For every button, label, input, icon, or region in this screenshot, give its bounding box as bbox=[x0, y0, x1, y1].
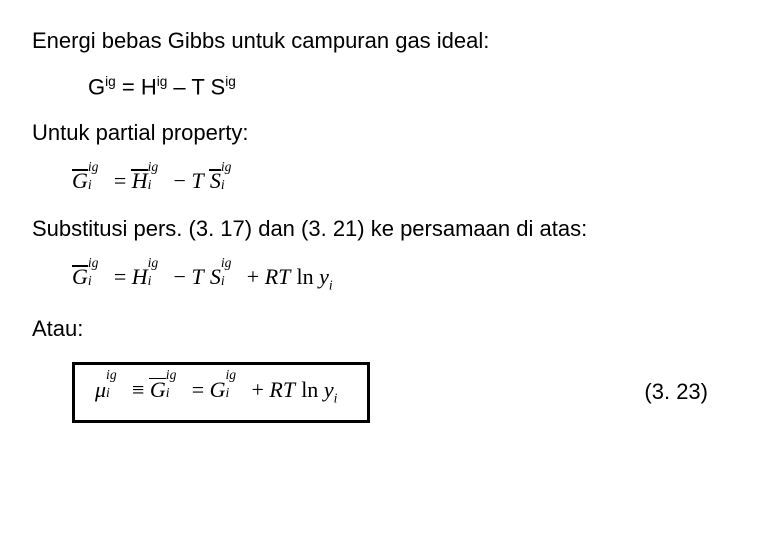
var-H: H bbox=[132, 264, 148, 289]
boxed-equation: μigi ≡ Gigi = Gigi + RT ln yi bbox=[72, 362, 370, 423]
var-y: y bbox=[319, 264, 329, 289]
sup-ig: ig bbox=[105, 74, 116, 89]
op-plus: + bbox=[251, 377, 269, 402]
eq-partial: Gigi = Higi − T Sigi bbox=[72, 166, 748, 194]
var-mu: μ bbox=[95, 377, 106, 402]
subst-text: Substitusi pers. (3. 17) dan (3. 21) ke … bbox=[32, 216, 587, 241]
eq-subst: Gigi = Higi − T Sigi + RT ln yi bbox=[72, 262, 748, 293]
sub-i: i bbox=[329, 278, 333, 293]
subst-label: Substitusi pers. (3. 17) dan (3. 21) ke … bbox=[32, 216, 748, 242]
eq-base: Gig = Hig – T Sig bbox=[32, 74, 748, 100]
sub-i: i bbox=[88, 273, 92, 289]
eqnum-text: (3. 23) bbox=[644, 379, 708, 404]
var-R: R bbox=[265, 264, 278, 289]
var-T: T bbox=[191, 168, 203, 193]
slide-content: Energi bebas Gibbs untuk campuran gas id… bbox=[0, 0, 780, 451]
sup-ig: ig bbox=[226, 367, 237, 383]
op-eq: = bbox=[114, 168, 132, 193]
op-eq: = bbox=[192, 377, 210, 402]
atau-text: Atau: bbox=[32, 316, 83, 341]
sup-ig: ig bbox=[157, 74, 168, 89]
title-text: Energi bebas Gibbs untuk campuran gas id… bbox=[32, 28, 489, 53]
sup-ig: ig bbox=[106, 367, 117, 383]
var-T: T bbox=[278, 264, 290, 289]
fn-ln: ln bbox=[297, 264, 320, 289]
var-S: S bbox=[210, 264, 221, 289]
sup-ig: ig bbox=[88, 255, 99, 271]
title-line: Energi bebas Gibbs untuk campuran gas id… bbox=[32, 28, 748, 54]
sup-ig: ig bbox=[88, 159, 99, 175]
sub-i: i bbox=[88, 177, 92, 193]
fn-ln: ln bbox=[301, 377, 324, 402]
var-y: y bbox=[324, 377, 334, 402]
var-H: H bbox=[141, 74, 157, 99]
op-plus: + bbox=[247, 264, 265, 289]
var-G: G bbox=[88, 74, 105, 99]
atau-label: Atau: bbox=[32, 316, 748, 342]
var-Hbar: H bbox=[132, 168, 148, 193]
var-T: T bbox=[283, 377, 295, 402]
sup-ig: ig bbox=[221, 159, 232, 175]
sub-i: i bbox=[148, 273, 152, 289]
sub-i: i bbox=[221, 177, 225, 193]
partial-label: Untuk partial property: bbox=[32, 120, 748, 146]
sub-i: i bbox=[106, 385, 110, 401]
var-S: S bbox=[211, 74, 226, 99]
var-Gbar: G bbox=[150, 377, 166, 402]
sub-i: i bbox=[334, 390, 338, 405]
partial-text: Untuk partial property: bbox=[32, 120, 248, 145]
var-Sbar: S bbox=[210, 168, 221, 193]
final-row: μigi ≡ Gigi = Gigi + RT ln yi (3. 23) bbox=[32, 362, 748, 423]
equation-number: (3. 23) bbox=[644, 379, 708, 405]
sup-ig: ig bbox=[221, 255, 232, 271]
var-T: T bbox=[191, 264, 203, 289]
op-eq: = bbox=[116, 74, 141, 99]
sup-ig: ig bbox=[225, 74, 236, 89]
sub-i: i bbox=[148, 177, 152, 193]
var-G: G bbox=[210, 377, 226, 402]
op-minus: – bbox=[167, 74, 191, 99]
sup-ig: ig bbox=[148, 159, 159, 175]
var-R: R bbox=[269, 377, 282, 402]
sub-i: i bbox=[226, 385, 230, 401]
var-Gbar: G bbox=[72, 264, 88, 289]
sup-ig: ig bbox=[148, 255, 159, 271]
sub-i: i bbox=[221, 273, 225, 289]
var-Gbar: G bbox=[72, 168, 88, 193]
op-equiv: ≡ bbox=[132, 377, 150, 402]
var-T: T bbox=[191, 74, 204, 99]
op-minus: − bbox=[174, 168, 192, 193]
sub-i: i bbox=[166, 385, 170, 401]
op-minus: − bbox=[174, 264, 192, 289]
sup-ig: ig bbox=[166, 367, 177, 383]
op-eq: = bbox=[114, 264, 132, 289]
